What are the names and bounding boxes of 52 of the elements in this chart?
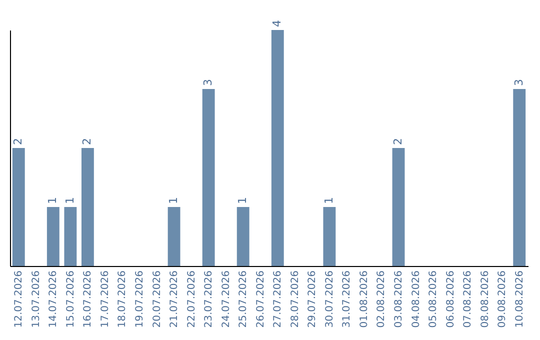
x-tick-label: 29.07.2026 [307,270,318,328]
x-tick-label: 14.07.2026 [48,270,60,328]
x-tick-label: 09.08.2026 [497,270,508,328]
bar [168,207,180,266]
data-label: 1 [322,197,336,204]
x-tick-label: 24.07.2026 [220,270,232,328]
x-tick-label: 07.08.2026 [462,270,474,328]
data-label: 1 [167,197,180,204]
data-label: 1 [63,197,76,204]
x-tick-label: 28.07.2026 [290,270,301,328]
data-label: 2 [12,138,25,145]
data-label: 2 [392,138,404,145]
x-tick-label: 22.07.2026 [186,270,198,328]
x-tick-label: 31.07.2026 [342,270,353,328]
x-tick-label: 27.07.2026 [272,270,284,328]
x-tick-label: 01.08.2026 [358,270,370,328]
bar [12,148,25,266]
x-tick-label: 05.08.2026 [428,270,440,328]
x-tick-label: 13.07.2026 [30,270,42,328]
x-tick-label: 06.08.2026 [445,270,456,328]
bar [202,89,215,266]
bar [271,30,284,266]
x-tick-label: 17.07.2026 [100,270,111,328]
bar [64,207,77,266]
x-tick-label: 10.08.2026 [514,270,526,328]
bar [323,207,336,266]
x-tick-label: 15.07.2026 [65,270,76,328]
x-tick-label: 21.07.2026 [169,270,180,328]
x-tick-label: 23.07.2026 [204,270,215,328]
data-label: 1 [236,197,250,204]
x-tick-label: 20.07.2026 [152,270,163,328]
x-tick-label: 08.08.2026 [480,270,491,328]
data-label: 3 [512,79,526,86]
x-tick-label: 04.08.2026 [410,270,422,328]
bar [392,148,405,266]
data-label: 1 [46,197,60,204]
x-tick-label: 25.07.2026 [238,270,250,328]
data-label: 3 [202,79,215,86]
bar [236,207,250,266]
x-tick-label: 03.08.2026 [394,270,404,328]
x-tick-label: 02.08.2026 [376,270,388,328]
bar [46,207,60,266]
bar [81,148,94,266]
x-tick-label: 16.07.2026 [82,270,94,328]
x-tick-label: 12.07.2026 [14,270,25,328]
bar [513,89,526,266]
x-tick-label: 30.07.2026 [324,270,336,328]
x-tick-label: 18.07.2026 [117,270,128,328]
x-tick-label: 26.07.2026 [255,270,266,328]
data-label: 4 [270,20,284,27]
x-tick-label: 19.07.2026 [134,270,146,328]
data-label: 2 [80,138,94,145]
